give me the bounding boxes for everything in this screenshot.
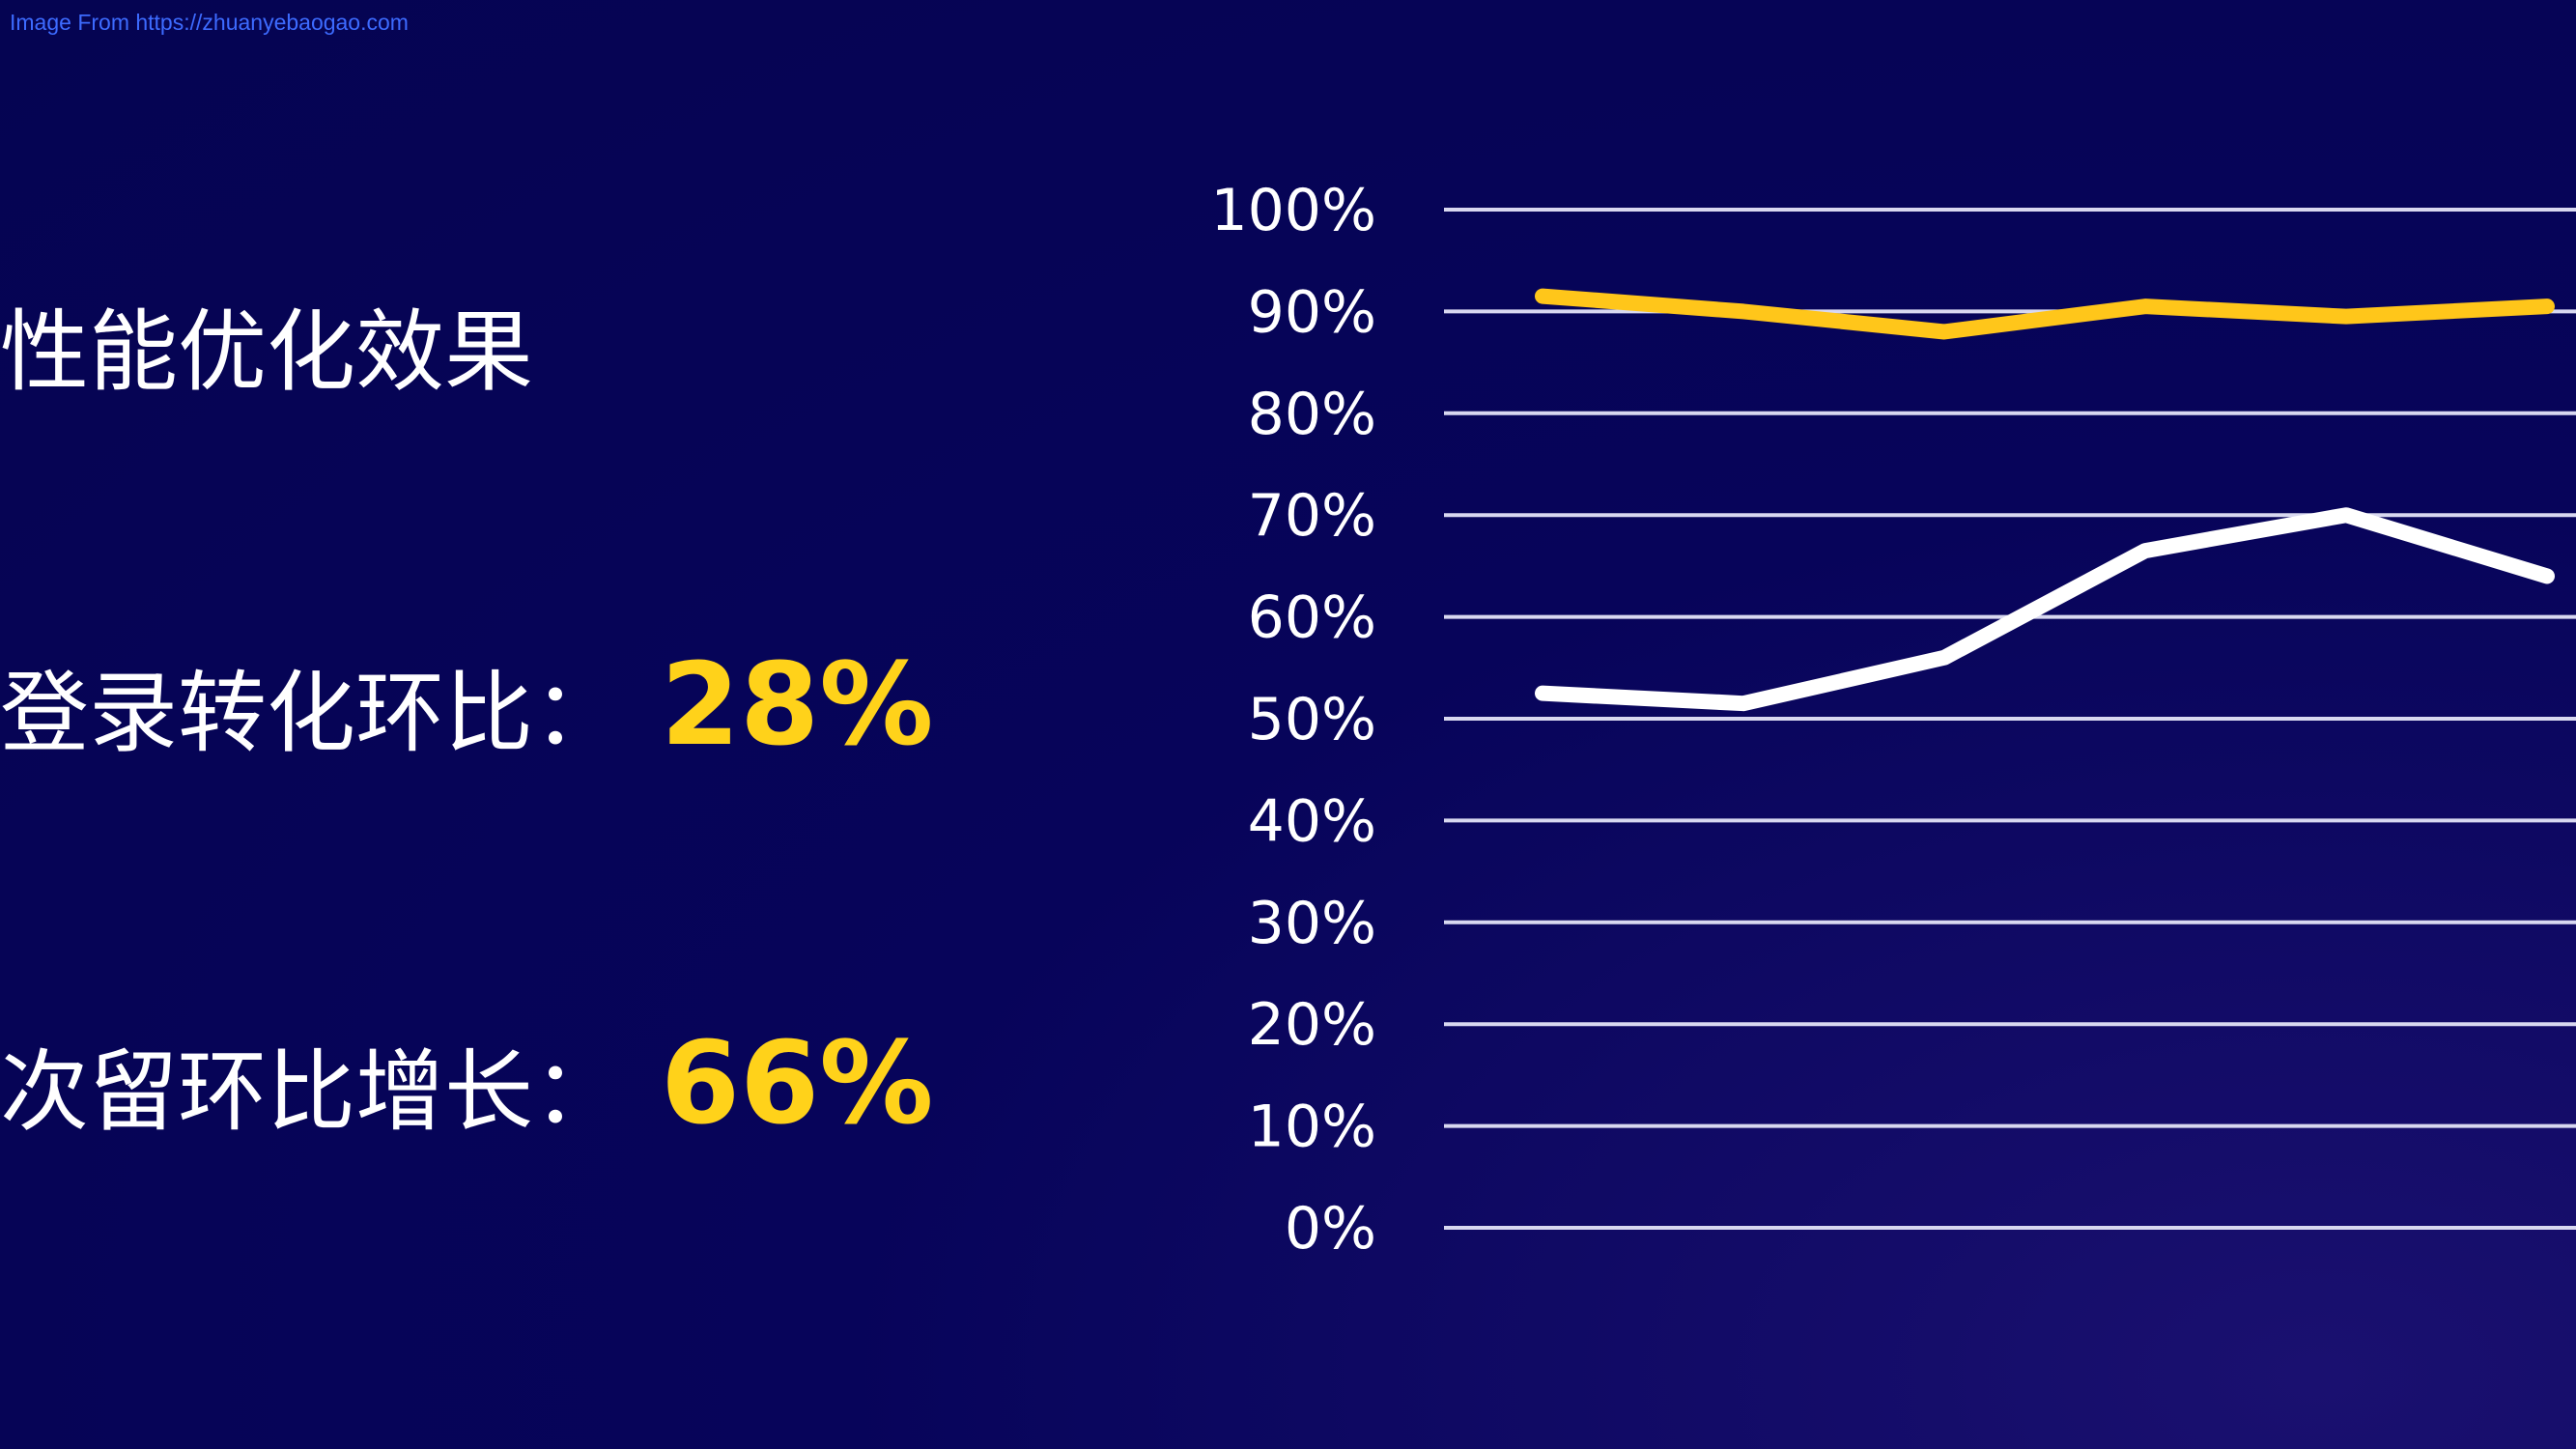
- metric-label: 次留环比增长：: [0, 1040, 623, 1144]
- y-tick-label: 30%: [1248, 890, 1376, 957]
- y-tick-label: 20%: [1248, 991, 1376, 1059]
- y-tick-label: 10%: [1248, 1094, 1376, 1161]
- y-tick-label: 100%: [1210, 177, 1376, 244]
- metric-retention-growth: 次留环比增长： 66%: [0, 1016, 933, 1150]
- series-line-1: [1535, 288, 2555, 340]
- source-watermark: Image From https://zhuanyebaogao.com: [10, 10, 409, 35]
- y-tick-label: 0%: [1285, 1195, 1376, 1263]
- y-tick-label: 70%: [1248, 482, 1376, 550]
- series-line-2: [1535, 507, 2555, 712]
- y-tick-label: 60%: [1248, 584, 1376, 652]
- metric-label: 登录转化环比：: [0, 662, 623, 765]
- metric-value: 28%: [661, 638, 934, 771]
- y-tick-label: 90%: [1248, 278, 1376, 346]
- slide-title: 性能优化效果: [0, 300, 534, 404]
- y-tick-label: 80%: [1248, 381, 1376, 448]
- metric-value: 66%: [661, 1016, 934, 1150]
- y-tick-label: 40%: [1248, 787, 1376, 855]
- y-tick-label: 50%: [1248, 686, 1376, 753]
- metric-login-conversion: 登录转化环比： 28%: [0, 638, 933, 771]
